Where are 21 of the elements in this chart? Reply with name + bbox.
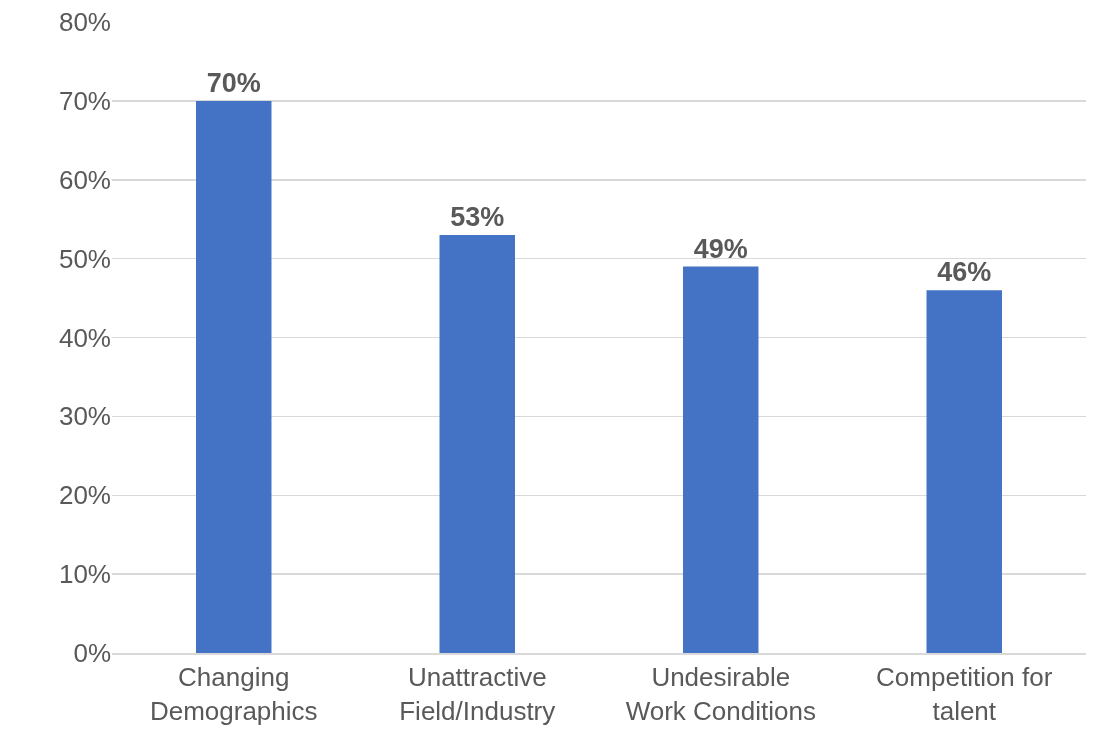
data-label: 46%	[937, 257, 992, 288]
x-tick-label: Undesirable Work Conditions	[625, 661, 816, 726]
y-tick-label: 50%	[58, 243, 111, 274]
y-tick-label: 80%	[58, 7, 111, 38]
bar	[683, 266, 759, 653]
x-tick-label: Unattractive Field/Industry	[399, 661, 556, 726]
y-tick-label: 40%	[58, 322, 111, 353]
x-tick-label: Competition for talent	[876, 661, 1053, 726]
y-tick-label: 10%	[58, 559, 111, 590]
y-tick-label: 30%	[58, 401, 111, 432]
data-label: 70%	[206, 67, 261, 98]
bar	[926, 290, 1002, 653]
data-label: 49%	[693, 233, 748, 264]
data-label: 53%	[450, 201, 505, 232]
y-tick-label: 70%	[58, 85, 111, 116]
y-tick-label: 20%	[58, 480, 111, 511]
y-tick-label: 60%	[58, 164, 111, 195]
bar	[196, 100, 272, 653]
y-tick-label: 0%	[73, 638, 111, 669]
bar	[439, 234, 515, 653]
x-tick-label: Changing Demographics	[149, 661, 318, 726]
